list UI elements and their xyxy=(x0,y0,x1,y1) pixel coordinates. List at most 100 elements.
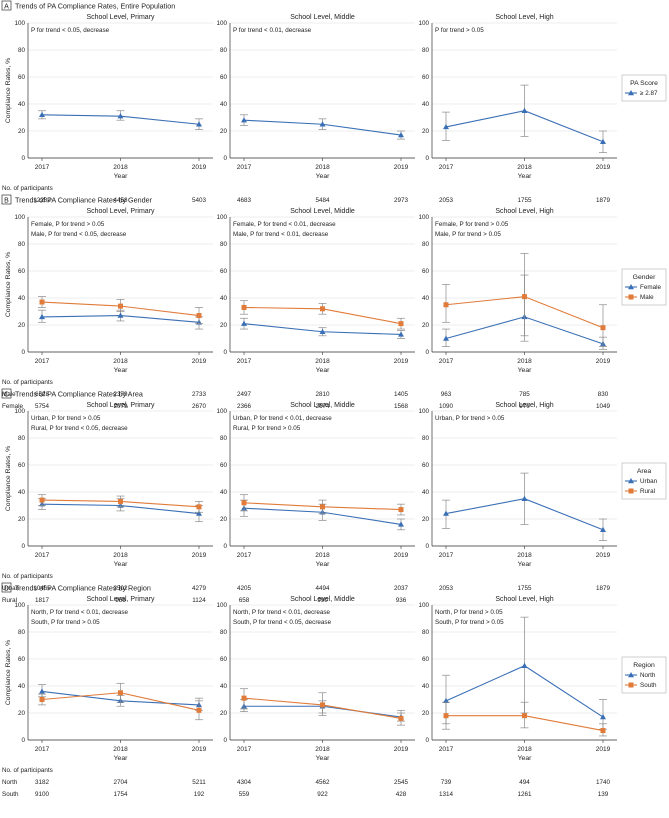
data-point xyxy=(521,662,528,668)
participant-count: 739 xyxy=(441,779,452,786)
trend-annotation: Male, P for trend < 0.05, decrease xyxy=(31,231,127,238)
y-tick-label: 80 xyxy=(220,435,228,442)
trend-annotation: Female, P for trend > 0.05 xyxy=(31,221,105,228)
subplot-title: School Level, Middle xyxy=(290,596,355,603)
data-point xyxy=(398,331,404,337)
y-tick-label: 20 xyxy=(18,128,26,135)
y-tick-label: 100 xyxy=(418,20,429,27)
data-point xyxy=(398,507,404,513)
participant-count: 2973 xyxy=(394,197,409,204)
participant-count: 5211 xyxy=(192,779,206,786)
data-point xyxy=(521,495,528,501)
participant-count: 4205 xyxy=(237,585,252,592)
data-point xyxy=(39,313,45,320)
legend-label: Male xyxy=(640,294,654,301)
y-tick-label: 0 xyxy=(21,543,25,550)
trend-annotation: Male, P for trend > 0.05 xyxy=(435,231,501,238)
participant-count: 12282 xyxy=(33,197,51,204)
y-tick-label: 20 xyxy=(220,128,228,135)
data-point xyxy=(600,325,606,331)
legend-label: ≥ 2.87 xyxy=(640,90,658,97)
y-tick-label: 100 xyxy=(418,408,429,415)
x-tick-label: 2017 xyxy=(35,552,50,559)
subplot-title: School Level, High xyxy=(495,596,553,603)
y-tick-label: 40 xyxy=(422,101,430,108)
y-tick-label: 60 xyxy=(422,268,430,275)
y-tick-label: 40 xyxy=(220,683,228,690)
subplot-title: School Level, Middle xyxy=(290,402,355,409)
participant-count: 922 xyxy=(317,791,328,798)
participant-count: 428 xyxy=(396,791,407,798)
trend-annotation: Male, P for trend < 0.01, decrease xyxy=(233,231,329,238)
x-tick-label: 2018 xyxy=(113,164,128,171)
participant-count: 3182 xyxy=(35,779,50,786)
y-tick-label: 80 xyxy=(422,241,430,248)
y-tick-label: 60 xyxy=(422,462,430,469)
participant-count: 5754 xyxy=(35,403,50,410)
trend-annotation: P for trend > 0.05 xyxy=(435,27,484,34)
y-tick-label: 20 xyxy=(18,710,26,717)
participant-count: 956 xyxy=(115,597,126,604)
trend-annotation: Urban, P for trend > 0.05 xyxy=(31,415,101,422)
y-tick-label: 40 xyxy=(18,295,26,302)
participant-count: 2366 xyxy=(237,403,252,410)
panel-title: Trends of PA Compliance Rates by Region xyxy=(15,583,151,592)
trend-annotation: Rural, P for trend < 0.05, decrease xyxy=(31,425,128,432)
legend-label: Urban xyxy=(640,478,658,485)
y-tick-label: 80 xyxy=(422,435,430,442)
y-tick-label: 60 xyxy=(18,268,26,275)
y-tick-label: 60 xyxy=(220,656,228,663)
data-point xyxy=(319,121,326,127)
y-tick-label: 60 xyxy=(220,462,228,469)
participant-count: 1261 xyxy=(517,791,532,798)
y-tick-label: 100 xyxy=(216,214,227,221)
y-tick-label: 80 xyxy=(18,241,26,248)
y-tick-label: 0 xyxy=(425,543,429,550)
y-tick-label: 0 xyxy=(425,349,429,356)
participant-count: 1405 xyxy=(394,391,409,398)
y-axis-label: Compliance Rates, % xyxy=(5,58,12,123)
subplot-title: School Level, Primary xyxy=(86,402,155,409)
panel-letter-box xyxy=(1,194,12,205)
participant-count: 2079 xyxy=(113,403,128,410)
subplot-title: School Level, Middle xyxy=(290,14,355,21)
y-tick-label: 20 xyxy=(422,322,430,329)
trend-annotation: P for trend < 0.05, decrease xyxy=(31,27,110,34)
data-point xyxy=(443,302,449,308)
y-tick-label: 40 xyxy=(422,683,430,690)
participant-count: 1754 xyxy=(113,791,128,798)
data-point xyxy=(196,707,202,713)
panel-title: Trends of PA Compliance Rates, Entire Po… xyxy=(15,1,175,10)
panel-title: Trends of PA Compliance Rates by Gender xyxy=(15,195,153,204)
legend-marker xyxy=(628,90,634,96)
y-tick-label: 100 xyxy=(14,408,25,415)
y-tick-label: 80 xyxy=(220,241,228,248)
participants-row-label: North xyxy=(2,779,18,786)
y-axis-label: Compliance Rates, % xyxy=(5,252,12,317)
y-tick-label: 80 xyxy=(220,629,228,636)
y-tick-label: 20 xyxy=(422,128,430,135)
y-tick-label: 20 xyxy=(422,710,430,717)
data-point xyxy=(117,113,124,119)
panel-title: Trends of PA Compliance Rates by Area xyxy=(15,389,143,398)
data-point xyxy=(196,313,202,319)
x-tick-label: 2017 xyxy=(439,164,454,171)
data-point xyxy=(443,697,449,704)
participants-label: No. of participants xyxy=(2,767,53,774)
y-tick-label: 60 xyxy=(422,656,430,663)
data-point xyxy=(39,299,45,305)
participant-count: 559 xyxy=(239,791,250,798)
data-point xyxy=(398,321,404,327)
participant-count: 139 xyxy=(598,791,609,798)
participant-count: 1049 xyxy=(596,403,611,410)
y-tick-label: 80 xyxy=(18,629,26,636)
y-axis-label: Compliance Rates, % xyxy=(5,640,12,705)
participant-count: 1879 xyxy=(596,585,611,592)
y-tick-label: 0 xyxy=(21,737,25,744)
y-tick-label: 80 xyxy=(18,435,26,442)
legend-title: Gender xyxy=(633,274,656,281)
trend-annotation: North, P for trend < 0.01, decrease xyxy=(31,609,129,616)
x-axis-label: Year xyxy=(518,367,532,374)
data-point xyxy=(600,526,606,532)
participant-count: 1740 xyxy=(596,779,611,786)
